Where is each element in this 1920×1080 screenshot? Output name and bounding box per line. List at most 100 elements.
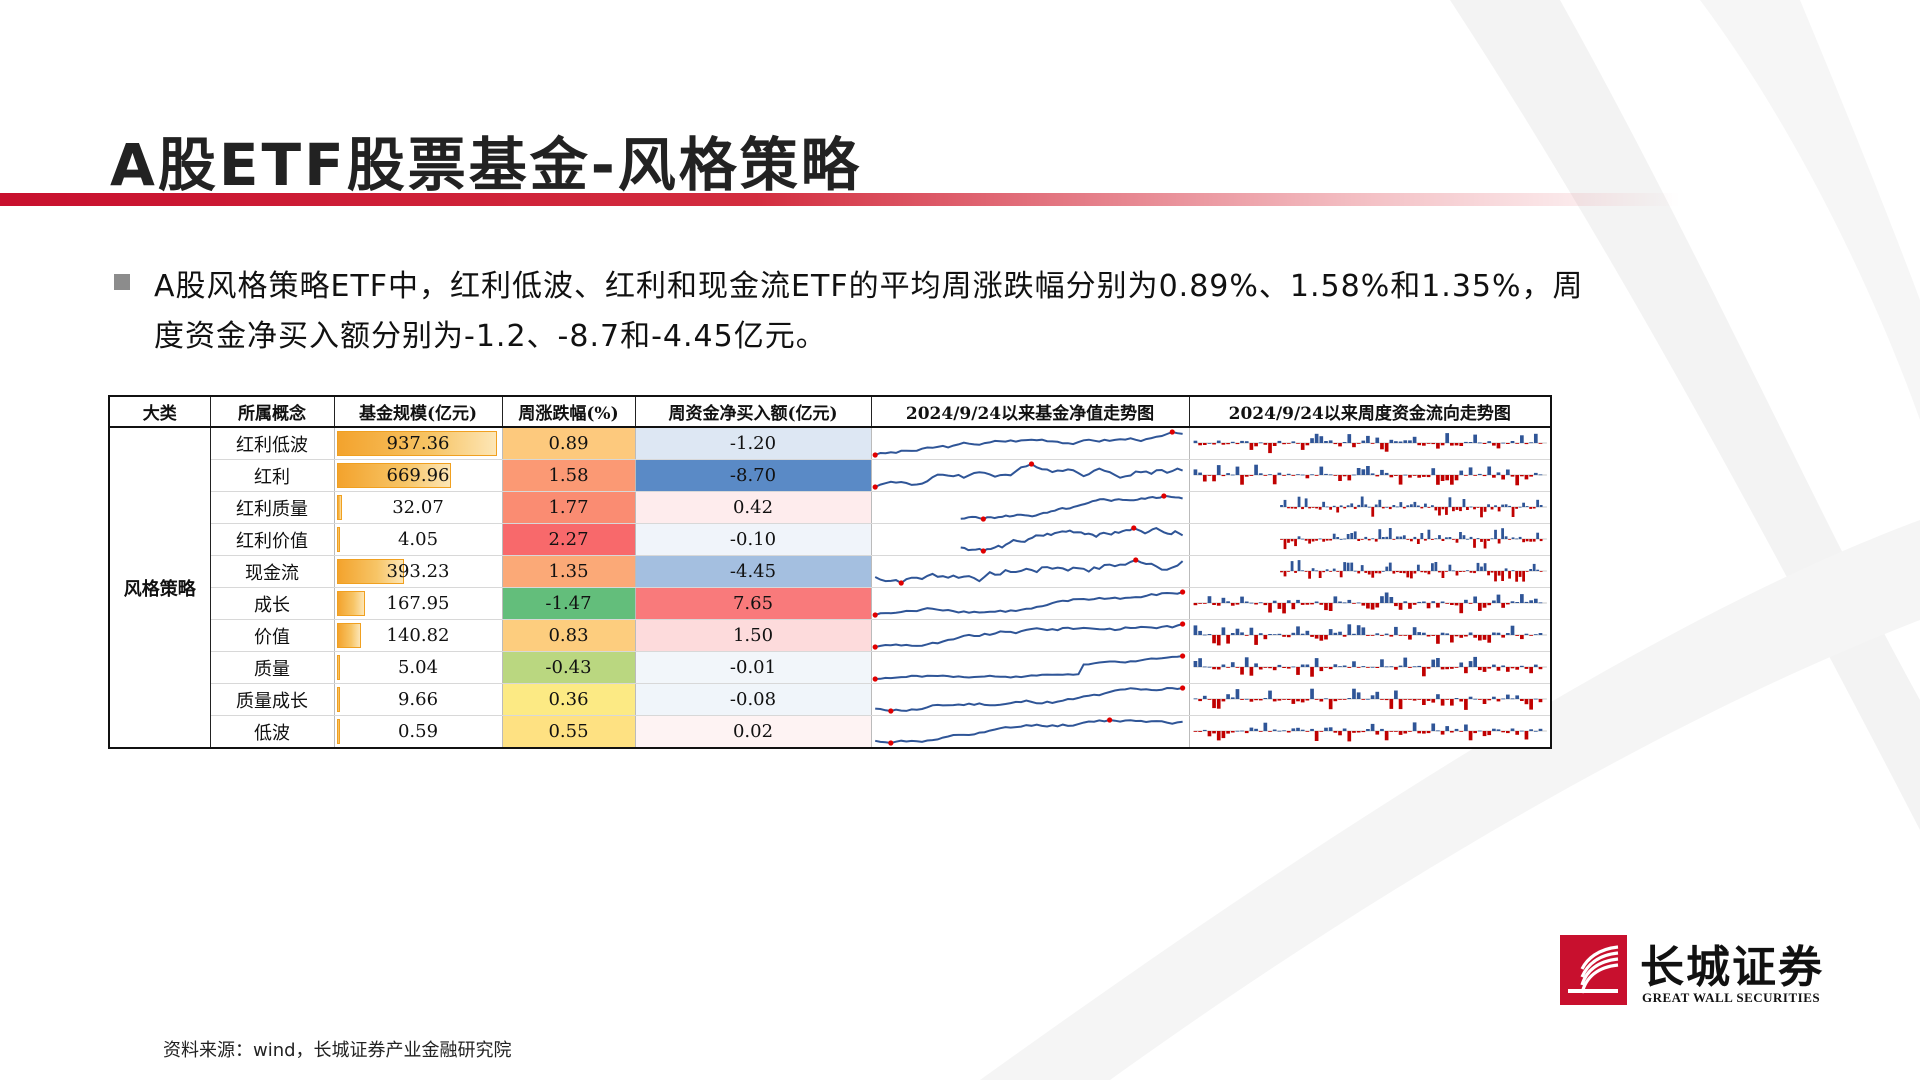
concept-cell: 现金流 xyxy=(209,555,335,588)
net-buy-cell: -0.08 xyxy=(634,683,872,716)
concept-cell: 价值 xyxy=(209,619,335,652)
scale-value: 393.23 xyxy=(386,561,450,582)
scale-cell: 5.04 xyxy=(333,651,503,684)
scale-cell: 140.82 xyxy=(333,619,503,652)
weekly-change-cell: -1.47 xyxy=(501,587,636,620)
table-row: 风格策略 红利低波 937.36 0.89 -1.20 xyxy=(108,427,1552,749)
flow-sparkline xyxy=(1188,555,1552,588)
weekly-change-cell: 1.58 xyxy=(501,459,636,492)
logo-name-cn: 长城证券 xyxy=(1640,942,1824,993)
table-row: 红利质量 32.07 1.77 0.42 xyxy=(109,491,1552,524)
weekly-change-cell: 0.55 xyxy=(501,715,636,749)
scale-databar xyxy=(336,591,366,616)
scale-value: 669.96 xyxy=(386,465,450,486)
header-flow-trend: 2024/9/24以来周度资金流向走势图 xyxy=(1188,395,1552,428)
table-row: 质量 5.04 -0.43 -0.01 xyxy=(109,651,1552,684)
title-underline xyxy=(0,193,1680,206)
nav-sparkline xyxy=(870,619,1190,652)
nav-sparkline xyxy=(870,587,1190,620)
nav-sparkline xyxy=(870,683,1190,716)
summary-bullet: A股风格策略ETF中，红利低波、红利和现金流ETF的平均周涨跌幅分别为0.89%… xyxy=(110,262,1610,362)
weekly-change-cell: -0.43 xyxy=(501,651,636,684)
net-buy-cell: -0.01 xyxy=(634,651,872,684)
header-scale: 基金规模(亿元) xyxy=(333,395,503,428)
header-concept: 所属概念 xyxy=(209,395,335,428)
header-net-buy: 周资金净买入额(亿元) xyxy=(634,395,872,428)
scale-databar xyxy=(336,431,497,456)
flow-sparkline xyxy=(1188,619,1552,652)
logo-name-en: GREAT WALL SECURITIES xyxy=(1642,990,1821,1005)
concept-cell: 成长 xyxy=(209,587,335,620)
scale-databar xyxy=(336,687,340,712)
flow-sparkline xyxy=(1188,491,1552,524)
concept-cell: 红利价值 xyxy=(209,523,335,556)
scale-databar xyxy=(336,655,340,680)
concept-cell: 质量 xyxy=(209,651,335,684)
concept-cell: 红利 xyxy=(209,459,335,492)
flow-sparkline xyxy=(1188,587,1552,620)
nav-sparkline xyxy=(870,555,1190,588)
flow-sparkline xyxy=(1188,715,1552,749)
scale-value: 32.07 xyxy=(392,497,444,518)
flow-sparkline xyxy=(1188,427,1552,460)
nav-sparkline xyxy=(870,715,1190,749)
flow-sparkline xyxy=(1188,459,1552,492)
scale-value: 5.04 xyxy=(397,657,439,678)
scale-databar xyxy=(336,527,340,552)
scale-cell: 167.95 xyxy=(333,587,503,620)
table-row: 低波 0.59 0.55 0.02 xyxy=(109,715,1552,749)
net-buy-cell: 0.42 xyxy=(634,491,872,524)
concept-cell: 质量成长 xyxy=(209,683,335,716)
net-buy-cell: 7.65 xyxy=(634,587,872,620)
company-logo: 长城证券 GREAT WALL SECURITIES xyxy=(1560,935,1840,1005)
concept-cell: 低波 xyxy=(209,715,335,749)
scale-cell: 937.36 xyxy=(333,427,503,460)
great-wall-logo-icon xyxy=(1560,935,1627,1005)
flow-sparkline xyxy=(1188,523,1552,556)
weekly-change-cell: 0.89 xyxy=(501,427,636,460)
net-buy-cell: -0.10 xyxy=(634,523,872,556)
scale-value: 4.05 xyxy=(397,529,439,550)
bullet-square-icon xyxy=(114,274,130,290)
summary-text: A股风格策略ETF中，红利低波、红利和现金流ETF的平均周涨跌幅分别为0.89%… xyxy=(154,269,1584,354)
page-title: A股ETF股票基金-风格策略 xyxy=(110,131,862,199)
weekly-change-cell: 2.27 xyxy=(501,523,636,556)
scale-databar xyxy=(336,623,361,648)
table-row: 成长 167.95 -1.47 7.65 xyxy=(109,587,1552,620)
scale-cell: 669.96 xyxy=(333,459,503,492)
scale-databar xyxy=(336,719,340,744)
net-buy-cell: 1.50 xyxy=(634,619,872,652)
concept-cell: 红利质量 xyxy=(209,491,335,524)
scale-cell: 393.23 xyxy=(333,555,503,588)
weekly-change-cell: 0.36 xyxy=(501,683,636,716)
concept-cell: 红利低波 xyxy=(209,427,335,460)
scale-databar xyxy=(336,463,452,488)
nav-sparkline xyxy=(870,651,1190,684)
category-cell: 风格策略 xyxy=(108,427,211,749)
table-row: 红利价值 4.05 2.27 -0.10 xyxy=(109,523,1552,556)
weekly-change-cell: 1.77 xyxy=(501,491,636,524)
table-row: 红利 669.96 1.58 -8.70 xyxy=(109,459,1552,492)
nav-sparkline xyxy=(870,459,1190,492)
net-buy-cell: -1.20 xyxy=(634,427,872,460)
scale-databar xyxy=(336,559,404,584)
table-header-row: 大类 所属概念 基金规模(亿元) 周涨跌幅(%) 周资金净买入额(亿元) 202… xyxy=(108,395,1552,428)
scale-cell: 32.07 xyxy=(333,491,503,524)
header-category: 大类 xyxy=(108,395,211,428)
net-buy-cell: -4.45 xyxy=(634,555,872,588)
nav-sparkline xyxy=(870,491,1190,524)
table-row: 现金流 393.23 1.35 -4.45 xyxy=(109,555,1552,588)
header-nav-trend: 2024/9/24以来基金净值走势图 xyxy=(870,395,1190,428)
scale-cell: 9.66 xyxy=(333,683,503,716)
table-row: 质量成长 9.66 0.36 -0.08 xyxy=(109,683,1552,716)
table-row: 价值 140.82 0.83 1.50 xyxy=(109,619,1552,652)
etf-style-table: 大类 所属概念 基金规模(亿元) 周涨跌幅(%) 周资金净买入额(亿元) 202… xyxy=(108,395,1552,749)
scale-value: 9.66 xyxy=(397,689,439,710)
weekly-change-cell: 1.35 xyxy=(501,555,636,588)
weekly-change-cell: 0.83 xyxy=(501,619,636,652)
net-buy-cell: 0.02 xyxy=(634,715,872,749)
nav-sparkline xyxy=(870,523,1190,556)
flow-sparkline xyxy=(1188,651,1552,684)
scale-value: 140.82 xyxy=(386,625,450,646)
